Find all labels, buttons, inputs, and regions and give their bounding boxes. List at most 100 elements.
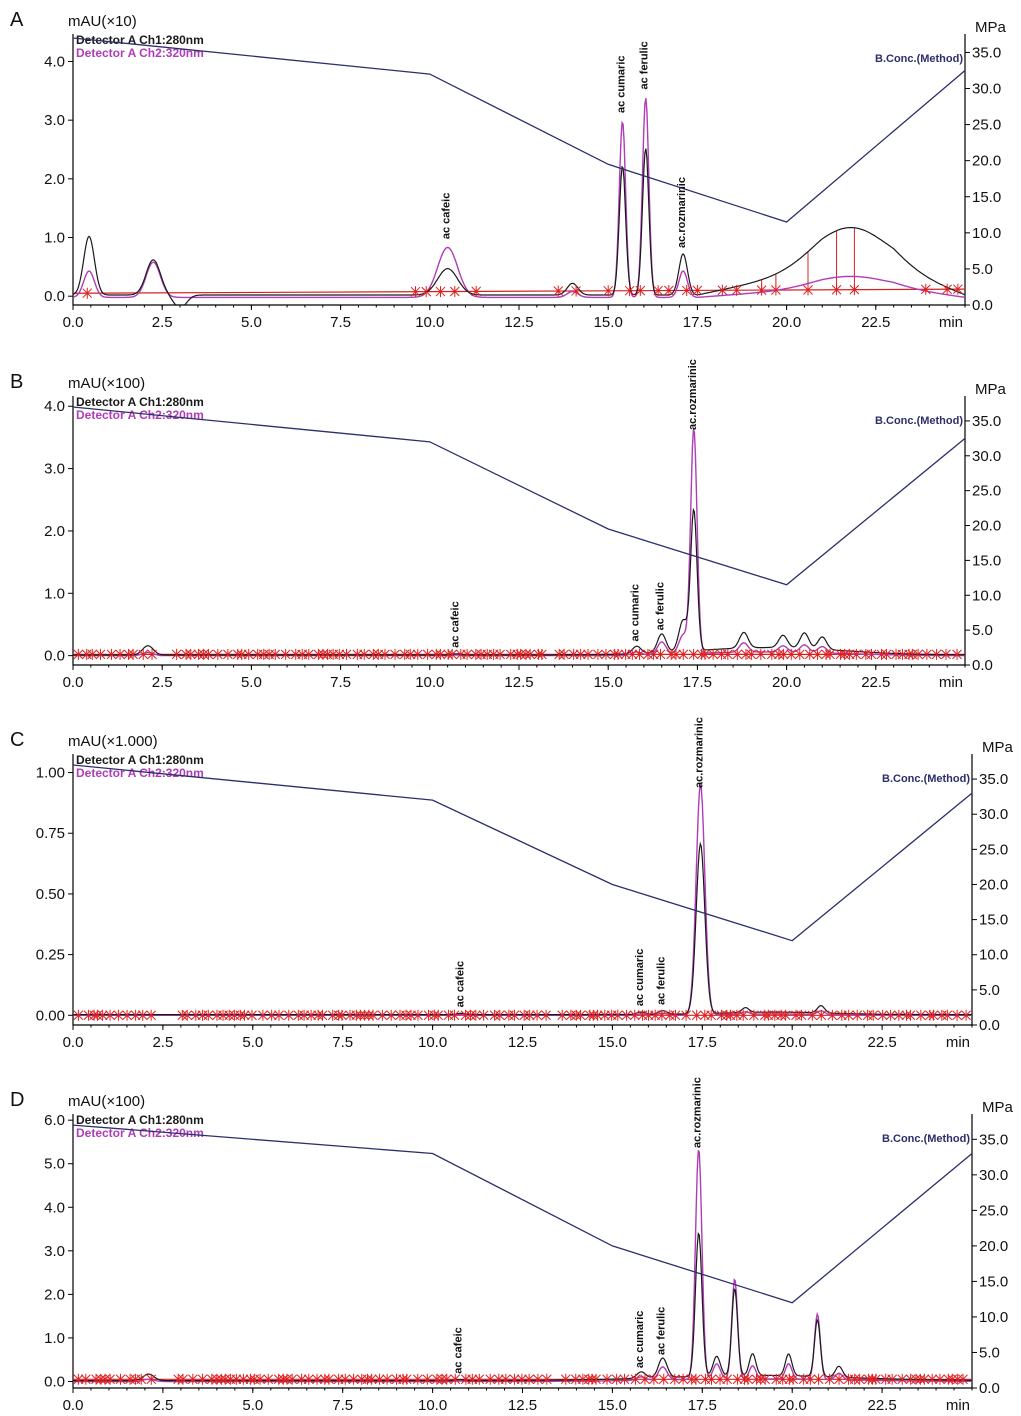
integration-marker	[816, 1009, 827, 1021]
integration-marker	[931, 648, 942, 660]
integration-marker	[87, 648, 98, 660]
peak-label: ac.rozmarinic	[694, 717, 706, 788]
right-axis-unit: MPa	[982, 739, 1014, 756]
integration-marker	[82, 287, 93, 299]
peak-label: ac ferulic	[656, 1307, 668, 1355]
integration-marker	[270, 648, 281, 660]
x-tick-label: 22.5	[861, 314, 890, 331]
integration-marker	[655, 648, 666, 660]
y2-tick-label: 0.0	[979, 1380, 1000, 1397]
right-axis-unit: MPa	[975, 19, 1007, 36]
integration-marker	[666, 648, 677, 660]
integration-marker	[306, 1009, 316, 1021]
integration-marker	[630, 1373, 641, 1385]
peak-label: ac cumaric	[634, 1311, 646, 1368]
integration-marker	[612, 1009, 623, 1021]
integration-marker	[844, 648, 855, 660]
integration-marker	[247, 1009, 257, 1021]
ch1-trace	[73, 841, 972, 1016]
integration-markers	[73, 1009, 971, 1021]
y-tick-label: 3.0	[44, 461, 65, 478]
right-axis-unit: MPa	[982, 1099, 1014, 1116]
integration-marker	[691, 1373, 701, 1385]
integration-marker	[671, 648, 681, 660]
integration-marker	[243, 648, 254, 660]
integration-marker	[296, 1373, 307, 1385]
integration-marker	[849, 284, 860, 296]
x-axis-unit: min	[939, 674, 963, 691]
integration-marker	[467, 1373, 478, 1385]
y-tick-label: 4.0	[44, 398, 65, 415]
integration-marker	[798, 1373, 809, 1385]
y2-tick-label: 5.0	[972, 261, 993, 278]
x-tick-label: 15.0	[594, 674, 623, 691]
peak-label: ac cafeic	[450, 601, 462, 647]
integration-marker	[533, 1373, 543, 1385]
integration-marker	[450, 1373, 461, 1385]
integration-marker	[648, 648, 659, 660]
integration-marker	[422, 648, 433, 660]
integration-marker	[749, 1009, 759, 1021]
integration-marker	[629, 1009, 640, 1021]
integration-marker	[722, 648, 733, 660]
integration-marker	[185, 648, 196, 660]
x-tick-label: 7.5	[332, 1034, 353, 1051]
integration-marker	[664, 285, 674, 297]
integration-marker	[238, 1373, 249, 1385]
integration-marker	[187, 1373, 198, 1385]
peak-label: ac ferulic	[639, 41, 651, 89]
y2-tick-label: 35.0	[979, 771, 1008, 788]
integration-marker	[280, 648, 291, 660]
x-tick-label: 7.5	[330, 674, 351, 691]
x-tick-label: 0.0	[63, 1397, 84, 1414]
integration-marker	[624, 285, 635, 297]
x-tick-label: 12.5	[508, 1034, 537, 1051]
integration-marker	[380, 648, 390, 660]
y2-tick-label: 20.0	[979, 1238, 1008, 1255]
x-tick-label: 15.0	[598, 1034, 627, 1051]
integration-marker	[255, 1373, 265, 1385]
integration-marker	[91, 1373, 101, 1385]
integration-marker	[462, 648, 472, 660]
integration-marker	[509, 1009, 520, 1021]
integration-marker	[591, 1373, 601, 1385]
integration-marker	[421, 286, 432, 298]
integration-marker	[220, 1373, 231, 1385]
integration-marker	[794, 648, 805, 660]
peak-label: ac cafeic	[453, 1327, 465, 1373]
integration-marker	[669, 1373, 680, 1385]
y2-tick-label: 10.0	[979, 1309, 1008, 1326]
integration-marker	[920, 283, 931, 295]
y-tick-label: 0.0	[44, 648, 65, 665]
integration-marker	[231, 1373, 242, 1385]
y-tick-label: 1.0	[44, 585, 65, 602]
integration-marker	[575, 648, 586, 660]
y-tick-label: 0.00	[36, 1007, 65, 1024]
integration-marker	[382, 1373, 393, 1385]
integration-marker	[953, 283, 963, 295]
right-axis-unit: MPa	[975, 381, 1007, 398]
integration-marker	[485, 1373, 496, 1385]
integration-marker	[113, 1009, 124, 1021]
integration-marker	[317, 1009, 328, 1021]
integration-marker	[670, 1009, 681, 1021]
integration-marker	[766, 648, 777, 660]
peak-label: ac.rozmarinic	[676, 177, 688, 248]
integration-marker	[203, 648, 214, 660]
integration-marker	[627, 648, 638, 660]
integration-marker	[374, 1373, 385, 1385]
integration-marker	[97, 1009, 108, 1021]
left-axis-unit: mAU(×1.000)	[68, 733, 158, 750]
integration-marker	[780, 1009, 791, 1021]
x-axis-unit: min	[946, 1034, 970, 1051]
integration-marker	[460, 1009, 471, 1021]
integration-marker	[852, 1009, 863, 1021]
legend-ch2: Detector A Ch2:320nm	[76, 1126, 204, 1140]
integration-marker	[692, 284, 703, 296]
integration-marker	[95, 648, 106, 660]
integration-marker	[266, 1009, 277, 1021]
y2-tick-label: 35.0	[972, 413, 1001, 430]
integration-marker	[805, 1373, 816, 1385]
